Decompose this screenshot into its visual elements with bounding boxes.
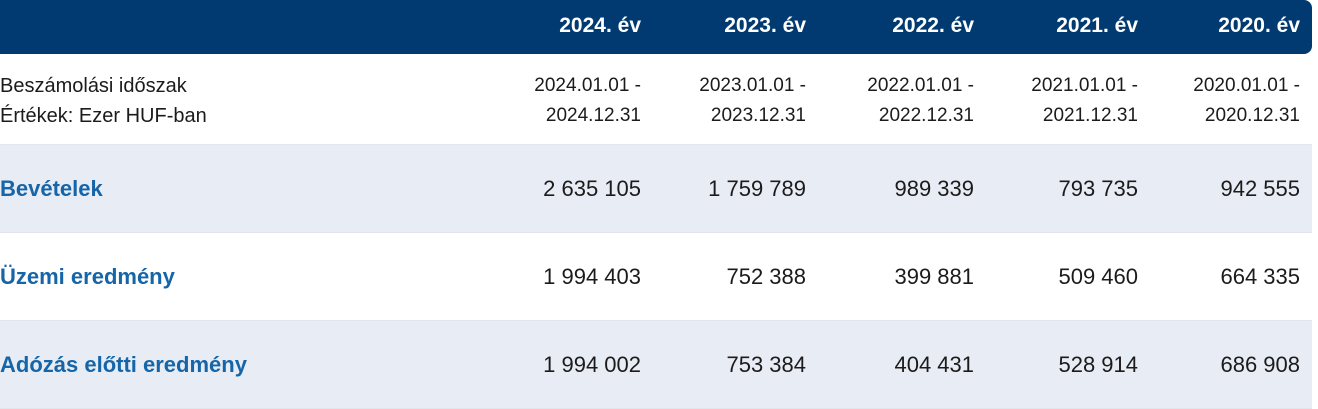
- cell-value: 399 881: [894, 264, 974, 289]
- cell-value: 753 384: [726, 352, 806, 377]
- year-header-2022: 2022. év: [892, 14, 974, 37]
- row-label-revenue: Bevételek: [0, 176, 103, 201]
- cell-value: 989 339: [894, 176, 974, 201]
- period-start: 2021.01.01 -: [1031, 75, 1138, 96]
- period-2022: 2022.01.01 - 2022.12.31: [867, 71, 974, 131]
- year-header-2021: 2021. év: [1056, 14, 1138, 37]
- year-header-2024: 2024. év: [559, 14, 641, 37]
- cell-value: 686 908: [1220, 352, 1300, 377]
- reporting-period-row: Beszámolási időszak Értékek: Ezer HUF-ba…: [0, 54, 1312, 145]
- row-label-operating-result: Üzemi eredmény: [0, 264, 175, 289]
- cell-value: 1 994 002: [543, 352, 641, 377]
- period-label-units: Értékek: Ezer HUF-ban: [0, 105, 207, 127]
- cell-value: 528 914: [1058, 352, 1138, 377]
- cell-value: 793 735: [1058, 176, 1138, 201]
- year-header-2023: 2023. év: [724, 14, 806, 37]
- cell-value: 942 555: [1220, 176, 1300, 201]
- period-2021: 2021.01.01 - 2021.12.31: [1031, 71, 1138, 131]
- table-header: 2024. év 2023. év 2022. év 2021. év 2020…: [0, 0, 1312, 54]
- cell-value: 1 994 403: [543, 264, 641, 289]
- period-start: 2023.01.01 -: [699, 75, 806, 96]
- period-2023: 2023.01.01 - 2023.12.31: [699, 71, 806, 131]
- row-label-pretax-result: Adózás előtti eredmény: [0, 352, 247, 377]
- period-end: 2021.12.31: [1042, 105, 1138, 126]
- period-2020: 2020.01.01 - 2020.12.31: [1193, 71, 1300, 131]
- cell-value: 404 431: [894, 352, 974, 377]
- period-end: 2020.12.31: [1204, 105, 1300, 126]
- table-row-pretax-result: Adózás előtti eredmény 1 994 002 753 384…: [0, 321, 1312, 409]
- cell-value: 1 759 789: [708, 176, 806, 201]
- year-header-2020: 2020. év: [1218, 14, 1300, 37]
- table-row-operating-result: Üzemi eredmény 1 994 403 752 388 399 881…: [0, 233, 1312, 321]
- cell-value: 664 335: [1220, 264, 1300, 289]
- period-label: Beszámolási időszak Értékek: Ezer HUF-ba…: [0, 71, 207, 131]
- period-end: 2022.12.31: [878, 105, 974, 126]
- period-label-title: Beszámolási időszak: [0, 75, 187, 97]
- period-start: 2024.01.01 -: [534, 75, 641, 96]
- period-end: 2024.12.31: [545, 105, 641, 126]
- table-row-revenue: Bevételek 2 635 105 1 759 789 989 339 79…: [0, 145, 1312, 233]
- cell-value: 509 460: [1058, 264, 1138, 289]
- period-start: 2020.01.01 -: [1193, 75, 1300, 96]
- cell-value: 2 635 105: [543, 176, 641, 201]
- period-end: 2023.12.31: [710, 105, 806, 126]
- period-start: 2022.01.01 -: [867, 75, 974, 96]
- period-2024: 2024.01.01 - 2024.12.31: [534, 71, 641, 131]
- cell-value: 752 388: [726, 264, 806, 289]
